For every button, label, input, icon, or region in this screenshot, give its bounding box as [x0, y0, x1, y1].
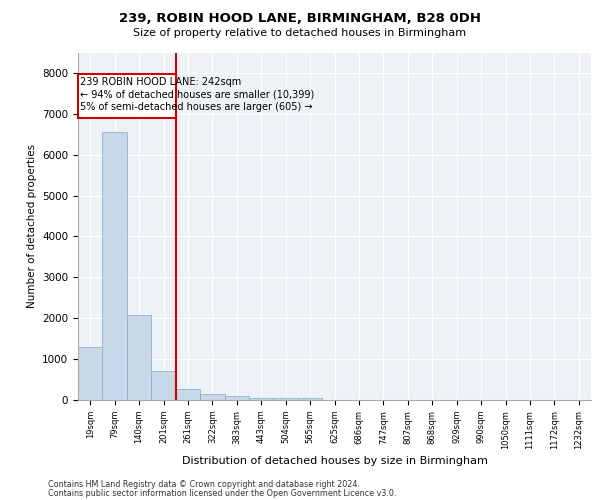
- Bar: [200, 394, 224, 400]
- Bar: [298, 398, 322, 400]
- Bar: [78, 347, 103, 400]
- Text: 5% of semi-detached houses are larger (605) →: 5% of semi-detached houses are larger (6…: [80, 102, 313, 112]
- Bar: [151, 372, 176, 400]
- Y-axis label: Number of detached properties: Number of detached properties: [26, 144, 37, 308]
- Text: Size of property relative to detached houses in Birmingham: Size of property relative to detached ho…: [133, 28, 467, 38]
- Text: ← 94% of detached houses are smaller (10,399): ← 94% of detached houses are smaller (10…: [80, 89, 314, 99]
- Text: 239 ROBIN HOOD LANE: 242sqm: 239 ROBIN HOOD LANE: 242sqm: [80, 76, 241, 86]
- FancyBboxPatch shape: [78, 74, 176, 118]
- Bar: [274, 398, 298, 400]
- Bar: [103, 132, 127, 400]
- Text: 239, ROBIN HOOD LANE, BIRMINGHAM, B28 0DH: 239, ROBIN HOOD LANE, BIRMINGHAM, B28 0D…: [119, 12, 481, 26]
- Text: Contains HM Land Registry data © Crown copyright and database right 2024.: Contains HM Land Registry data © Crown c…: [48, 480, 360, 489]
- Bar: [249, 398, 274, 400]
- Bar: [127, 315, 151, 400]
- Text: Contains public sector information licensed under the Open Government Licence v3: Contains public sector information licen…: [48, 488, 397, 498]
- X-axis label: Distribution of detached houses by size in Birmingham: Distribution of detached houses by size …: [182, 456, 487, 466]
- Bar: [224, 396, 249, 400]
- Bar: [176, 389, 200, 400]
